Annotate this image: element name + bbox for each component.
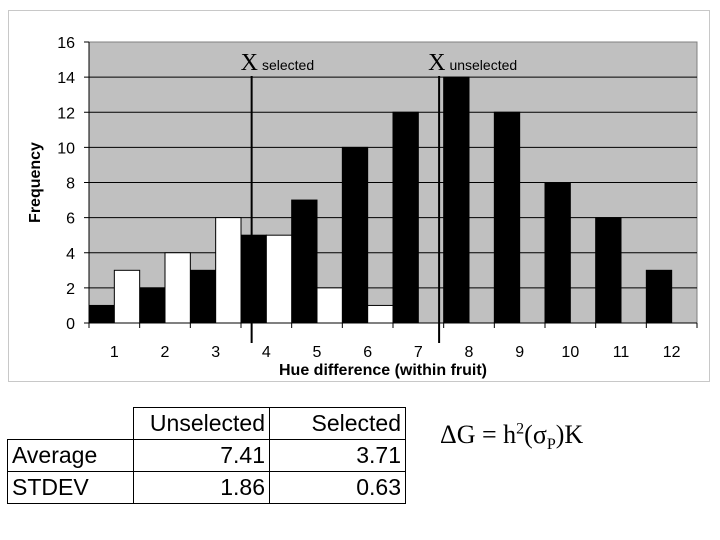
stdev-unselected: 1.86 xyxy=(133,471,270,504)
table-header-selected: Selected xyxy=(269,407,406,440)
x-tick-label: 5 xyxy=(313,344,322,361)
formula-power: 2 xyxy=(516,420,525,438)
x-tick-label: 7 xyxy=(414,344,423,361)
x-tick-label: 1 xyxy=(110,344,119,361)
bar xyxy=(88,304,115,324)
stdev-selected: 0.63 xyxy=(269,471,406,504)
formula-open: (σ xyxy=(524,420,547,449)
y-tick-label: 12 xyxy=(57,105,75,122)
formula-close: )K xyxy=(555,420,584,449)
chart-frame: 0 2 4 6 8 10 12 14 16 1 2 3 4 5 6 7 8 9 10 11 12 Hue differen… xyxy=(8,10,710,382)
bar xyxy=(392,111,419,324)
formula-lhs: ΔG = h xyxy=(440,420,517,449)
bar xyxy=(189,269,217,324)
y-tick-label: 2 xyxy=(66,281,75,298)
y-tick-label: 8 xyxy=(66,176,75,193)
breeders-equation: ΔG = h2(σP)K xyxy=(440,420,583,454)
x-tick-label: 4 xyxy=(262,344,271,361)
x-tick-label: 9 xyxy=(515,344,524,361)
y-tick-label: 16 xyxy=(57,35,75,52)
x-tick-label: 6 xyxy=(363,344,372,361)
x-tick-label: 11 xyxy=(613,344,630,361)
bar xyxy=(215,217,242,324)
x-tick-label: 3 xyxy=(211,344,220,361)
bar xyxy=(367,304,394,324)
y-tick-label: 14 xyxy=(57,70,75,87)
x-tick-label: 12 xyxy=(663,344,681,361)
y-tick-label: 10 xyxy=(57,140,75,157)
row-label-average: Average xyxy=(7,439,134,472)
y-tick-label: 0 xyxy=(66,316,75,333)
table-header-unselected: Unselected xyxy=(133,407,270,440)
y-tick-label: 4 xyxy=(66,246,75,263)
row-label-stdev: STDEV xyxy=(7,471,134,504)
bar xyxy=(316,287,343,324)
bar xyxy=(595,217,622,324)
bar xyxy=(443,76,470,324)
bar xyxy=(493,111,521,324)
table-row-stdev: STDEV 1.86 0.63 xyxy=(7,471,406,504)
x-axis-label: Hue difference (within fruit) xyxy=(279,362,487,379)
table-header-row: Unselected Selected xyxy=(7,407,406,440)
y-axis-label: Frequency xyxy=(27,142,44,223)
table-row-average: Average 7.41 3.71 xyxy=(7,439,406,472)
x-tick-label: 10 xyxy=(561,344,579,361)
bar xyxy=(240,234,267,324)
formula-subscript: P xyxy=(546,436,556,454)
x-tick-label: 8 xyxy=(465,344,474,361)
table-header-corner xyxy=(7,407,134,440)
bar xyxy=(291,199,318,324)
bar xyxy=(645,269,673,324)
x-tick-label: 2 xyxy=(161,344,170,361)
bar xyxy=(164,252,191,324)
y-tick-label: 6 xyxy=(66,211,75,228)
average-unselected: 7.41 xyxy=(133,439,270,472)
bar xyxy=(341,146,369,324)
average-selected: 3.71 xyxy=(269,439,406,472)
bar xyxy=(113,269,141,324)
bar xyxy=(139,287,166,324)
stats-table: Unselected Selected Average 7.41 3.71 ST… xyxy=(7,407,406,504)
bar xyxy=(544,182,571,324)
bar xyxy=(265,234,293,324)
